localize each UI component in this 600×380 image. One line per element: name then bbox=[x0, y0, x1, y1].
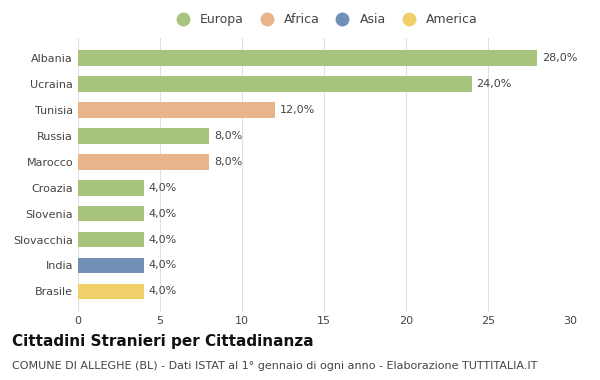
Bar bbox=[78, 128, 209, 144]
Legend: Europa, Africa, Asia, America: Europa, Africa, Asia, America bbox=[170, 13, 478, 26]
Text: 4,0%: 4,0% bbox=[149, 183, 177, 193]
Text: 24,0%: 24,0% bbox=[476, 79, 512, 89]
Text: 4,0%: 4,0% bbox=[149, 260, 177, 271]
Bar bbox=[78, 76, 472, 92]
Bar bbox=[78, 51, 537, 66]
Text: Cittadini Stranieri per Cittadinanza: Cittadini Stranieri per Cittadinanza bbox=[12, 334, 314, 349]
Text: 12,0%: 12,0% bbox=[280, 105, 315, 115]
Text: 4,0%: 4,0% bbox=[149, 234, 177, 245]
Bar bbox=[78, 283, 143, 299]
Text: 8,0%: 8,0% bbox=[214, 131, 242, 141]
Bar bbox=[78, 258, 143, 273]
Text: COMUNE DI ALLEGHE (BL) - Dati ISTAT al 1° gennaio di ogni anno - Elaborazione TU: COMUNE DI ALLEGHE (BL) - Dati ISTAT al 1… bbox=[12, 361, 538, 371]
Text: 4,0%: 4,0% bbox=[149, 287, 177, 296]
Bar bbox=[78, 206, 143, 222]
Text: 28,0%: 28,0% bbox=[542, 53, 577, 63]
Bar bbox=[78, 154, 209, 169]
Bar bbox=[78, 102, 275, 118]
Text: 8,0%: 8,0% bbox=[214, 157, 242, 167]
Bar bbox=[78, 232, 143, 247]
Bar bbox=[78, 180, 143, 196]
Text: 4,0%: 4,0% bbox=[149, 209, 177, 218]
